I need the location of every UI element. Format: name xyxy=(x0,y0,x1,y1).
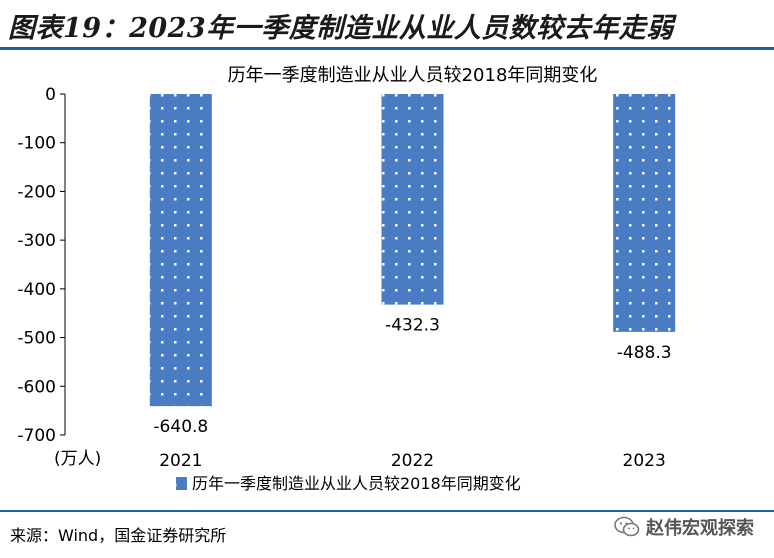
data-label-2023: -488.3 xyxy=(617,343,672,363)
legend-swatch xyxy=(176,477,187,490)
x-tick-label: 2023 xyxy=(623,451,666,471)
bottom-rule xyxy=(0,510,774,512)
bar-series xyxy=(149,94,676,407)
y-axis: 0 -100 -200 -300 -400 -500 -600 -700 xyxy=(17,85,66,446)
y-tick-label: -700 xyxy=(17,426,56,446)
y-axis-unit-label: (万人) xyxy=(54,449,101,469)
legend-label: 历年一季度制造业从业人员较2018年同期变化 xyxy=(192,474,521,493)
data-label-2021: -640.8 xyxy=(153,417,208,437)
source-note: 来源：Wind，国金证券研究所 xyxy=(10,526,227,545)
wechat-icon xyxy=(614,516,640,537)
bar-2021 xyxy=(149,94,212,407)
top-rule xyxy=(0,47,774,50)
y-tick-label: 0 xyxy=(45,85,56,105)
y-tick-label: -200 xyxy=(17,182,56,202)
x-axis-ticks: 2021 2022 2023 xyxy=(159,451,666,471)
y-tick-label: -100 xyxy=(17,134,56,154)
y-tick-label: -300 xyxy=(17,231,56,251)
x-tick-label: 2021 xyxy=(159,451,202,471)
watermark: 赵伟宏观探索 xyxy=(614,514,754,540)
chart-title: 历年一季度制造业从业人员较2018年同期变化 xyxy=(228,65,598,86)
y-tick-label: -600 xyxy=(17,377,56,397)
y-tick-label: -400 xyxy=(17,280,56,300)
data-labels: -640.8 -432.3 -488.3 xyxy=(153,316,671,438)
y-tick-label: -500 xyxy=(17,329,56,349)
bar-chart: 历年一季度制造业从业人员较2018年同期变化 0 -100 -200 -300 -400… xyxy=(17,65,676,493)
bar-2022 xyxy=(381,94,444,305)
bar-2023 xyxy=(613,94,676,332)
legend: 历年一季度制造业从业人员较2018年同期变化 xyxy=(176,474,521,493)
data-label-2022: -432.3 xyxy=(385,316,440,336)
watermark-text: 赵伟宏观探索 xyxy=(646,518,754,539)
figure-title: 图表19：2023年一季度制造业从业人员数较去年走弱 xyxy=(8,13,674,44)
x-tick-label: 2022 xyxy=(391,451,434,471)
